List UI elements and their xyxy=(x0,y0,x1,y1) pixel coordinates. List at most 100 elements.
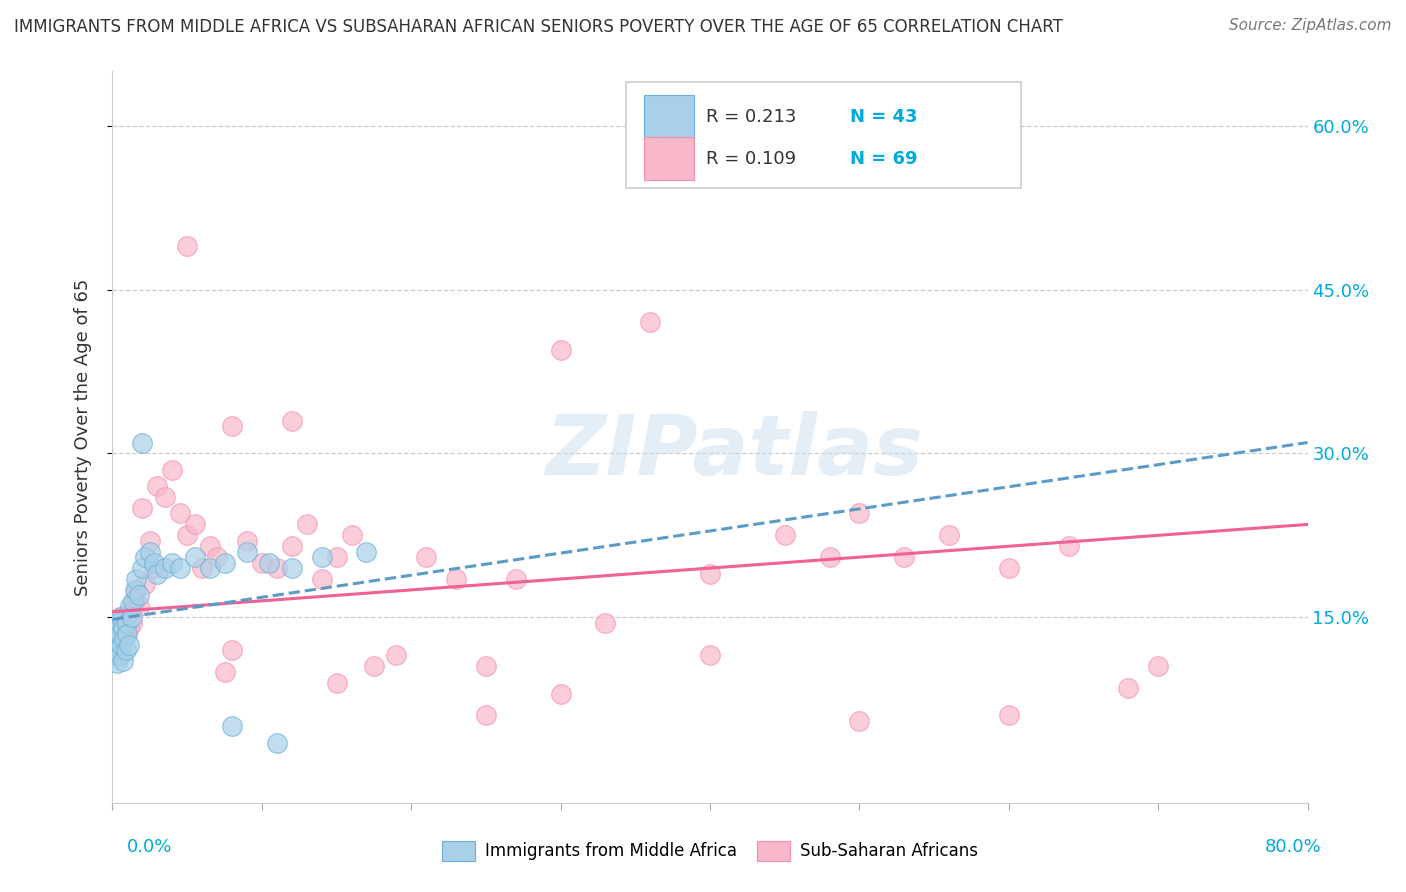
Point xyxy=(114,632,135,646)
Point xyxy=(110,638,132,652)
Point xyxy=(848,714,870,728)
Point xyxy=(475,708,498,723)
FancyBboxPatch shape xyxy=(644,137,695,180)
Point xyxy=(550,343,572,357)
Point xyxy=(266,736,288,750)
Point xyxy=(250,556,273,570)
Point xyxy=(1057,539,1080,553)
Point xyxy=(131,501,153,516)
Point xyxy=(134,550,156,565)
Point xyxy=(128,588,150,602)
Point xyxy=(105,632,128,646)
Point xyxy=(103,648,125,663)
Point xyxy=(114,615,135,630)
Point xyxy=(340,528,363,542)
Point xyxy=(281,539,304,553)
Point xyxy=(356,545,378,559)
Point xyxy=(110,610,132,624)
Point xyxy=(128,599,150,614)
Point xyxy=(221,719,243,733)
Point xyxy=(124,594,146,608)
Point xyxy=(153,561,176,575)
Point xyxy=(998,561,1021,575)
Point xyxy=(259,556,281,570)
Point xyxy=(281,561,304,575)
Text: Source: ZipAtlas.com: Source: ZipAtlas.com xyxy=(1229,18,1392,33)
Point xyxy=(176,528,198,542)
Point xyxy=(131,435,153,450)
Point xyxy=(699,648,721,663)
Point xyxy=(118,638,141,652)
Point xyxy=(103,632,125,646)
Point xyxy=(111,654,134,668)
Point xyxy=(118,621,141,635)
Point xyxy=(104,621,127,635)
Point xyxy=(818,550,841,565)
Point xyxy=(131,561,153,575)
Point xyxy=(475,659,498,673)
Text: IMMIGRANTS FROM MIDDLE AFRICA VS SUBSAHARAN AFRICAN SENIORS POVERTY OVER THE AGE: IMMIGRANTS FROM MIDDLE AFRICA VS SUBSAHA… xyxy=(14,18,1063,36)
Point xyxy=(111,621,134,635)
Point xyxy=(125,572,148,586)
Text: 80.0%: 80.0% xyxy=(1265,838,1322,856)
Point xyxy=(221,419,243,434)
Point xyxy=(105,656,128,670)
Point xyxy=(121,610,143,624)
Point xyxy=(115,626,138,640)
Point xyxy=(385,648,408,663)
Point xyxy=(125,582,148,597)
Point xyxy=(111,632,134,646)
Point xyxy=(848,507,870,521)
Point xyxy=(281,414,304,428)
Point xyxy=(104,638,127,652)
Point xyxy=(108,643,131,657)
Point xyxy=(120,605,142,619)
Text: N = 69: N = 69 xyxy=(849,150,917,168)
Point xyxy=(311,550,333,565)
Point xyxy=(640,315,662,329)
Text: ZIPatlas: ZIPatlas xyxy=(546,411,922,492)
Point xyxy=(124,582,146,597)
Point xyxy=(108,626,131,640)
Point xyxy=(105,638,128,652)
Legend: Immigrants from Middle Africa, Sub-Saharan Africans: Immigrants from Middle Africa, Sub-Sahar… xyxy=(434,834,986,868)
Point xyxy=(122,594,145,608)
Point xyxy=(134,577,156,591)
Point xyxy=(236,545,259,559)
Point xyxy=(183,517,205,532)
Point xyxy=(153,490,176,504)
Point xyxy=(191,561,214,575)
Text: R = 0.109: R = 0.109 xyxy=(706,150,797,168)
Y-axis label: Seniors Poverty Over the Age of 65: Seniors Poverty Over the Age of 65 xyxy=(73,278,91,596)
Point xyxy=(325,550,347,565)
Point xyxy=(295,517,318,532)
Point xyxy=(311,572,333,586)
Point xyxy=(139,545,162,559)
Point xyxy=(162,556,183,570)
Point xyxy=(143,561,166,575)
Point xyxy=(595,615,617,630)
Point xyxy=(363,659,385,673)
Point xyxy=(117,626,139,640)
Point xyxy=(146,479,169,493)
Point xyxy=(773,528,796,542)
Point xyxy=(998,708,1021,723)
Point xyxy=(266,561,288,575)
FancyBboxPatch shape xyxy=(627,82,1021,188)
Point xyxy=(205,550,228,565)
Point xyxy=(107,615,129,630)
Point xyxy=(162,463,183,477)
Point xyxy=(107,626,129,640)
Point xyxy=(214,665,236,679)
FancyBboxPatch shape xyxy=(644,95,695,138)
Point xyxy=(169,507,191,521)
Point xyxy=(505,572,527,586)
Point xyxy=(143,556,166,570)
Point xyxy=(110,621,132,635)
Point xyxy=(325,675,347,690)
Point xyxy=(104,621,127,635)
Point xyxy=(198,561,221,575)
Point xyxy=(139,533,162,548)
Point xyxy=(1147,659,1170,673)
Point xyxy=(550,687,572,701)
